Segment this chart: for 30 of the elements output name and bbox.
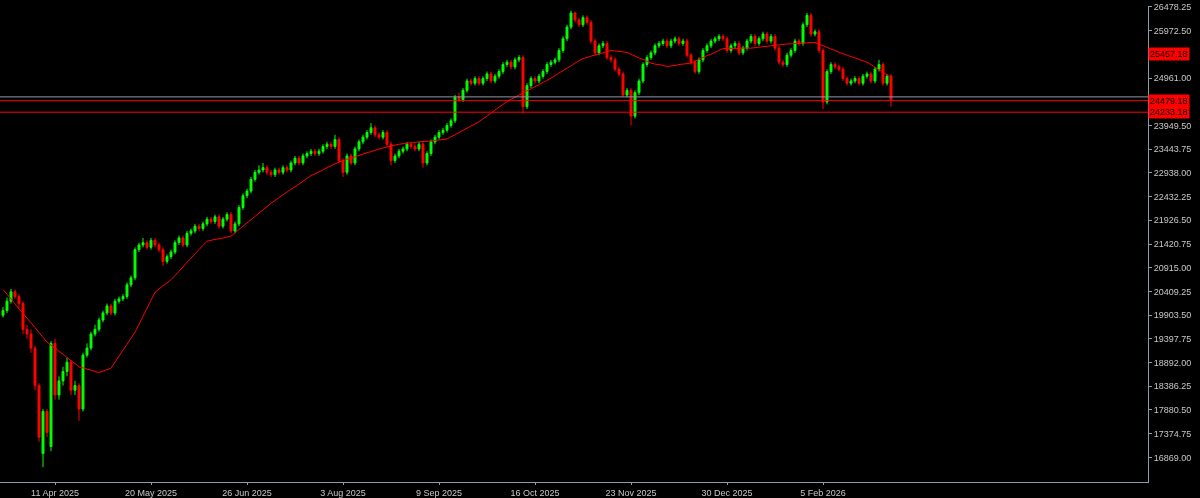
y-tick-label: 21420.75 bbox=[1153, 239, 1192, 250]
x-tick-label: 26 Jun 2025 bbox=[222, 487, 272, 498]
x-tick-label: 5 Feb 2026 bbox=[800, 487, 846, 498]
y-tick-label: 26478.25 bbox=[1153, 2, 1192, 13]
y-tick-label: 20915.00 bbox=[1153, 262, 1192, 273]
x-tick-label: 9 Sep 2025 bbox=[415, 487, 463, 498]
y-tick-label: 17374.75 bbox=[1153, 428, 1192, 439]
x-tick-label: 16 Oct 2025 bbox=[510, 487, 560, 498]
y-tick-label: 19397.75 bbox=[1153, 333, 1192, 344]
y-tick-label: 22938.00 bbox=[1153, 168, 1192, 179]
x-tick-label: 23 Nov 2025 bbox=[605, 487, 657, 498]
y-tick-label: 25972.50 bbox=[1153, 25, 1192, 36]
y-tick-label: 16869.00 bbox=[1153, 452, 1192, 463]
x-tick-label: 11 Apr 2025 bbox=[31, 487, 79, 498]
y-tick-label: 23443.75 bbox=[1153, 144, 1192, 155]
y-tick-label: 17880.50 bbox=[1153, 405, 1192, 416]
y-tick-label: 23949.50 bbox=[1153, 120, 1192, 131]
x-tick-label: 3 Aug 2025 bbox=[320, 487, 366, 498]
y-tick-label: 18892.00 bbox=[1153, 357, 1192, 368]
y-tick-label: 24961.00 bbox=[1153, 73, 1192, 84]
x-tick-label: 30 Dec 2025 bbox=[701, 487, 753, 498]
x-tick-label: 20 May 2025 bbox=[124, 487, 178, 498]
ref-line-label: 24479.18 bbox=[1150, 96, 1188, 106]
y-tick-label: 20409.25 bbox=[1153, 286, 1192, 297]
y-tick-label: 18386.25 bbox=[1153, 381, 1192, 392]
y-tick-label: 21926.50 bbox=[1153, 215, 1192, 226]
text: 25457.18 bbox=[1150, 49, 1188, 59]
ref-line-label: 24233.18 bbox=[1150, 107, 1188, 117]
y-tick-label: 22432.25 bbox=[1153, 191, 1192, 202]
y-tick-label: 19903.50 bbox=[1153, 310, 1192, 321]
